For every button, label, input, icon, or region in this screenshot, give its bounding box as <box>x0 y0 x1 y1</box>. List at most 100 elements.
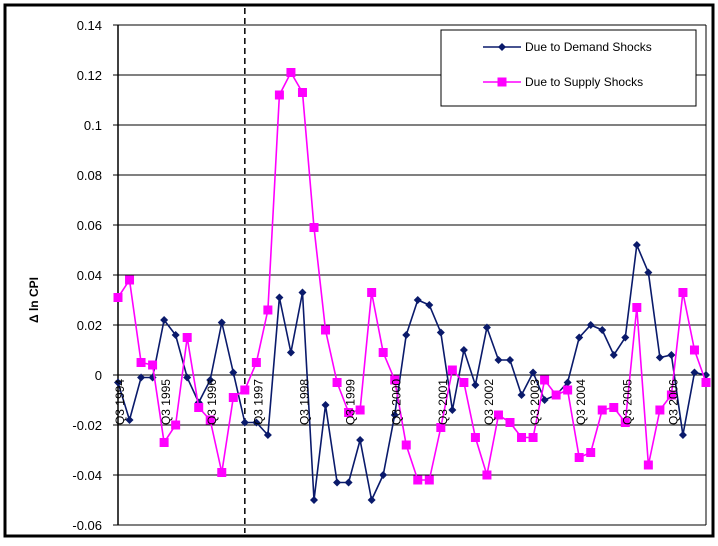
data-point-supply <box>355 405 365 415</box>
data-point-supply <box>563 385 573 395</box>
data-point-demand <box>367 496 376 504</box>
data-point-demand <box>575 333 584 342</box>
y-tick-label: -0.04 <box>72 468 102 483</box>
legend-box <box>440 29 697 107</box>
outer-border <box>3 3 715 538</box>
data-point-demand <box>114 378 122 387</box>
data-point-supply <box>505 418 515 427</box>
data-point-supply <box>171 420 181 430</box>
x-tick-label: Q3 2005 <box>620 379 634 425</box>
data-point-demand <box>356 436 365 444</box>
data-point-demand <box>609 351 618 359</box>
data-point-demand <box>252 418 261 427</box>
data-point-supply <box>540 375 550 385</box>
data-point-demand <box>183 373 192 382</box>
data-point-demand <box>494 356 503 364</box>
x-tick-label: Q3 1994 <box>113 379 127 425</box>
data-point-demand <box>333 478 342 487</box>
data-point-supply <box>217 468 227 477</box>
data-point-supply <box>413 475 423 485</box>
data-point-supply <box>574 453 584 462</box>
data-point-supply <box>263 305 273 315</box>
data-point-demand <box>171 331 180 339</box>
x-tick-label: Q3 2006 <box>666 379 680 425</box>
data-point-supply <box>655 405 665 415</box>
data-point-demand <box>217 318 226 327</box>
data-point-supply <box>447 365 457 375</box>
data-point-demand <box>310 496 318 504</box>
data-point-demand <box>459 346 468 354</box>
data-point-demand <box>286 348 295 357</box>
data-point-demand <box>436 328 445 337</box>
x-tick-label: Q3 2004 <box>574 379 588 425</box>
data-point-supply <box>597 405 607 415</box>
y-tick-label: 0.1 <box>84 118 102 133</box>
data-point-supply <box>332 378 342 387</box>
data-point-supply <box>701 378 711 387</box>
data-point-demand <box>563 378 572 387</box>
data-point-supply <box>367 288 377 297</box>
data-point-supply <box>470 433 480 442</box>
data-point-demand <box>471 381 480 389</box>
data-point-supply <box>528 433 538 442</box>
data-point-demand <box>298 288 307 297</box>
data-point-supply <box>344 408 354 417</box>
data-point-supply <box>240 385 250 395</box>
data-point-supply <box>182 333 192 342</box>
data-point-demand <box>379 471 388 479</box>
y-tick-label: 0.04 <box>77 268 102 283</box>
data-point-demand <box>655 353 664 362</box>
y-tick-label: 0.12 <box>77 68 102 83</box>
data-point-supply <box>321 325 331 335</box>
data-point-supply <box>136 358 146 367</box>
data-point-demand <box>321 401 330 409</box>
data-point-supply <box>205 415 215 425</box>
data-point-demand <box>621 333 630 342</box>
data-point-demand <box>690 368 699 377</box>
series-line-supply <box>117 70 707 481</box>
data-point-demand <box>448 406 457 414</box>
x-tick-label: Q3 2000 <box>390 379 404 425</box>
data-point-supply <box>424 475 434 485</box>
data-point-supply <box>609 403 619 412</box>
data-point-supply <box>401 440 411 450</box>
data-point-supply <box>586 448 596 457</box>
data-point-supply <box>148 360 158 370</box>
y-tick-label: 0.02 <box>77 318 102 333</box>
x-tick-label: Q3 2003 <box>528 379 542 425</box>
y-tick-label: 0 <box>95 368 102 383</box>
data-point-demand <box>425 301 434 309</box>
legend-marker-supply <box>497 77 507 87</box>
data-point-supply <box>286 68 296 77</box>
x-tick-label: Q3 1995 <box>159 379 173 425</box>
data-point-demand <box>240 418 249 427</box>
data-point-supply <box>297 88 307 97</box>
data-point-supply <box>459 378 469 387</box>
data-point-supply <box>436 423 446 432</box>
data-point-supply <box>643 460 653 470</box>
data-point-demand <box>540 396 549 404</box>
x-tick-label: Q3 1999 <box>344 379 358 425</box>
data-point-demand <box>160 316 169 324</box>
data-point-supply <box>482 470 492 480</box>
x-tick-label: Q3 2001 <box>436 379 450 425</box>
data-point-supply <box>378 348 388 357</box>
data-point-supply <box>390 375 400 385</box>
data-point-supply <box>309 223 319 232</box>
y-axis-title: Δ ln CPI <box>27 277 41 323</box>
data-point-supply <box>251 358 261 367</box>
data-point-demand <box>413 296 422 304</box>
series-line-demand <box>117 241 707 503</box>
legend-label: Due to Supply Shocks <box>525 75 643 89</box>
data-point-demand <box>137 373 146 382</box>
data-point-demand <box>263 431 272 439</box>
legend-label: Due to Demand Shocks <box>525 40 652 54</box>
y-tick-label: 0.14 <box>77 18 102 33</box>
data-point-supply <box>274 90 284 100</box>
x-tick-label: Q3 1996 <box>205 379 219 425</box>
data-point-supply <box>551 390 561 400</box>
y-tick-label: -0.06 <box>72 518 102 533</box>
data-point-demand <box>632 241 641 249</box>
data-point-demand <box>344 478 353 487</box>
